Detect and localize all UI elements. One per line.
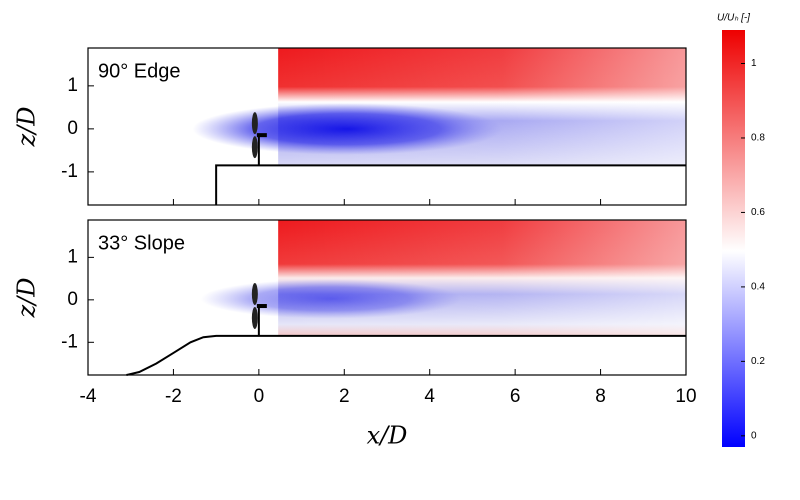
panel-label: 33° Slope — [98, 232, 185, 254]
colorbar-tick-label: 0.8 — [751, 133, 765, 144]
turbine-nacelle — [256, 304, 267, 309]
colorbar-tick-label: 0.6 — [751, 207, 765, 218]
terrain — [126, 334, 686, 376]
x-axis-label: x/D — [367, 422, 408, 450]
colorbar-tick-label: 0 — [751, 430, 757, 441]
panel: 33° Slope -1 0 1 -4 -2 0 2 4 6 8 10 z/D x/D — [13, 219, 697, 450]
y-tick-label: 0 — [67, 289, 78, 310]
colorbar-tick-label: 1 — [751, 58, 757, 69]
turbine-blade — [251, 307, 258, 330]
y-tick-label: 1 — [67, 246, 78, 267]
plot-frame — [87, 47, 687, 206]
x-tick-label: -4 — [80, 386, 97, 407]
x-tick-label: 4 — [424, 386, 435, 407]
colorbar — [722, 30, 745, 447]
field-fade — [278, 220, 686, 336]
y-tick-label: 0 — [67, 118, 78, 139]
colorbar-label: U/Uₕ [-] — [717, 13, 750, 24]
x-tick-label: 0 — [254, 386, 265, 407]
x-tick-label: -2 — [165, 386, 182, 407]
colorbar-tick-label: 0.2 — [751, 356, 765, 367]
panel: 90° Edge -1 0 1 z/D — [13, 47, 687, 206]
colorbar-tick-label: 0.4 — [751, 282, 765, 293]
y-tick-label: -1 — [61, 161, 78, 182]
x-tick-label: 6 — [510, 386, 521, 407]
y-tick-label: 1 — [67, 75, 78, 96]
y-tick-label: -1 — [61, 331, 78, 352]
x-tick-label: 10 — [675, 386, 696, 407]
turbine-blade — [251, 112, 258, 135]
y-axis-label: z/D — [13, 278, 41, 319]
field-fade — [278, 48, 686, 166]
y-axis-label: z/D — [13, 107, 41, 148]
x-tick-label: 8 — [595, 386, 606, 407]
plot-frame — [87, 219, 687, 376]
turbine-blade — [251, 283, 258, 306]
x-tick-label: 2 — [339, 386, 350, 407]
terrain — [215, 164, 686, 205]
panel-label: 90° Edge — [98, 60, 181, 82]
turbine-nacelle — [256, 133, 267, 138]
turbine-blade — [251, 136, 258, 159]
